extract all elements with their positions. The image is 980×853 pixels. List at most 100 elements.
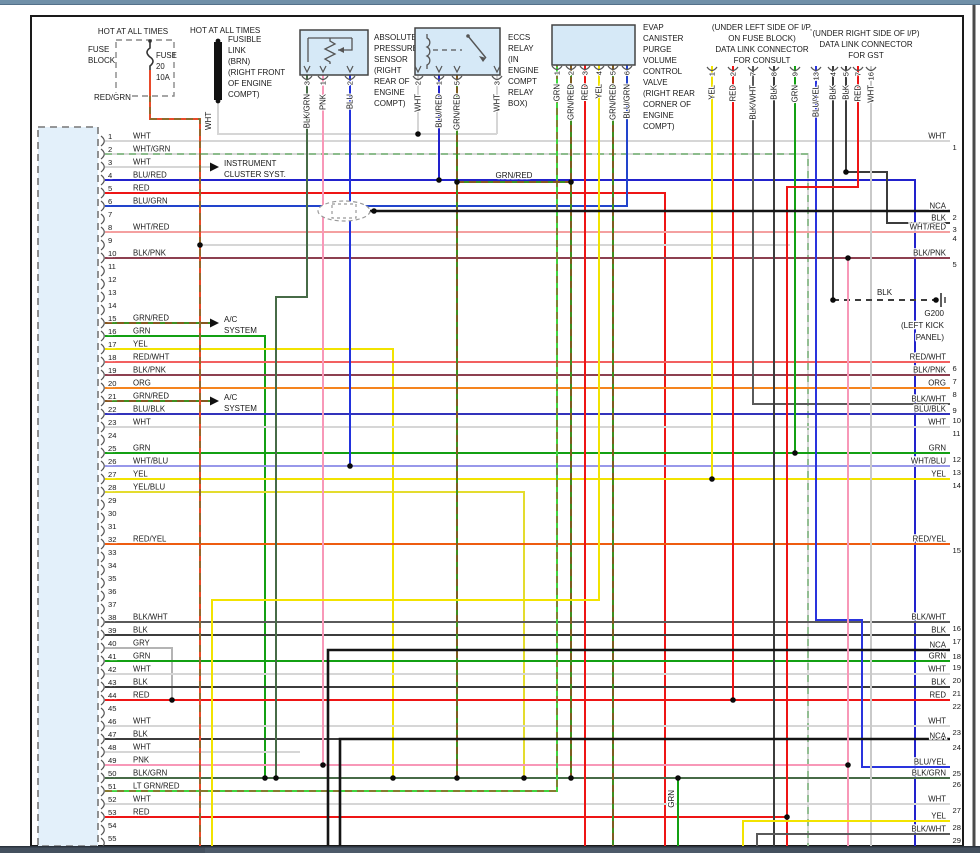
connector-pin-number: 5 (108, 184, 112, 193)
pin-wire-color-label: RED (581, 84, 590, 101)
exit-wire-color-label: NCA (930, 732, 947, 741)
connector-wire-color-label: RED (133, 808, 150, 817)
connector-pin-curl (100, 733, 105, 745)
dlc-gst-title: FOR GST (848, 51, 884, 60)
exit-wire-color-label: BLK/WHT (911, 613, 946, 622)
pin-wire-color-label: BLU/YEL (812, 84, 821, 117)
exit-number: 17 (953, 637, 961, 646)
pin-number: 4 (595, 71, 604, 75)
pressure-sensor-label: ENGINE (374, 88, 405, 97)
junction-dot (347, 463, 353, 469)
connector-wire-color-label: BLK (133, 678, 149, 687)
connector-pin-curl (100, 395, 105, 407)
connector-pin-curl (100, 460, 105, 472)
connector-pin-number: 36 (108, 587, 116, 596)
exit-number: 3 (953, 225, 957, 234)
pin-number: 1 (435, 81, 444, 85)
connector-pin-curl (100, 265, 105, 277)
fusible-link-title: HOT AT ALL TIMES (190, 26, 260, 35)
inline-wire-label: GRN/RED (496, 171, 533, 180)
window-bottom-bar (0, 846, 980, 853)
wire (105, 491, 525, 778)
junction-dot (521, 775, 527, 781)
evap-valve-label: CANISTER (643, 34, 684, 43)
pin-wire-color-label: WHT (867, 85, 876, 103)
shield-symbol (317, 200, 371, 222)
system-arrow-icon (210, 162, 219, 172)
connector-pin-curl (100, 486, 105, 498)
connector-pin-curl (100, 200, 105, 212)
connector-pin-number: 27 (108, 470, 116, 479)
connector-pin-number: 24 (108, 431, 116, 440)
connector-pin-number: 35 (108, 574, 116, 583)
connector-pin-curl (100, 330, 105, 342)
exit-wire-color-label: NCA (930, 202, 947, 211)
pin-number: 3 (493, 81, 502, 85)
connector-pin-number: 21 (108, 392, 116, 401)
pressure-sensor-label: SENSOR (374, 55, 408, 64)
connector-pin-number: 25 (108, 444, 116, 453)
pin-curl (593, 65, 605, 71)
fuse-icon (146, 41, 154, 70)
exit-number: 28 (953, 823, 961, 832)
exit-number: 23 (953, 728, 961, 737)
pin-number: 3 (303, 81, 312, 85)
pin-curl (789, 66, 801, 72)
exit-wire-color-label: BLK/GRN (912, 769, 946, 778)
connector-pin-number: 29 (108, 496, 116, 505)
connector-wire-color-label: GRN (133, 327, 150, 336)
pin-number: 5 (453, 81, 462, 85)
connector-pin-curl (100, 577, 105, 589)
connector-pin-curl (100, 772, 105, 784)
pin-curl (840, 66, 852, 72)
potentiometer-wiper-arrow (338, 47, 344, 53)
wire (756, 833, 950, 846)
fuse-block-side-label: FUSE (88, 45, 109, 54)
dlc-consult-title: FOR CONSULT (734, 56, 791, 65)
connector-wire-color-label: YEL (133, 340, 148, 349)
connector-pin-curl (100, 668, 105, 680)
connector-pin-curl (100, 720, 105, 732)
pin-curl (706, 66, 718, 72)
pin-number: 1 (319, 81, 328, 85)
connector-pin-number: 37 (108, 600, 116, 609)
exit-number: 27 (953, 806, 961, 815)
connector-pin-number: 38 (108, 613, 116, 622)
pin-curl (551, 65, 563, 71)
exit-wire-color-label: WHT (928, 665, 946, 674)
connector-body (37, 126, 99, 847)
exit-wire-color-label: GRN (929, 444, 946, 453)
exit-number: 18 (953, 652, 961, 661)
pin-curl (727, 66, 739, 72)
pin-wire-color-label: RED (854, 85, 863, 102)
pin-curl (491, 75, 503, 81)
top-components: ABSOLUTE PRESSURE SENSOR (RIGHT REAR OF ENGIN… (299, 22, 921, 132)
exit-number: 4 (953, 234, 957, 243)
wire (846, 171, 950, 224)
dlc-gst-title: (UNDER RIGHT SIDE OF I/P) (813, 29, 920, 38)
eccs-relay-label: RELAY (508, 44, 534, 53)
connector-pin-number: 45 (108, 704, 116, 713)
connector-wire-color-label: BLK/PNK (133, 366, 167, 375)
evap-valve-label: (RIGHT REAR (643, 89, 695, 98)
exit-number: 14 (953, 481, 961, 490)
connector-wire-color-label: BLU/GRN (133, 197, 168, 206)
pin-wire-color-label: WHT (493, 94, 502, 112)
connector-wire-color-label: BLK/GRN (133, 769, 167, 778)
pressure-sensor-label: COMPT) (374, 99, 406, 108)
pin-curl (607, 65, 619, 71)
pin-wire-color-label: GRN/RED (567, 84, 576, 120)
connector-wire-color-label: LT GRN/RED (133, 782, 180, 791)
connector-wire-color-label: RED/WHT (133, 353, 170, 362)
pin-wire-color-label: BLK/WHT (749, 85, 758, 120)
fusible-link-label: FUSIBLE (228, 35, 261, 44)
exit-number: 21 (953, 689, 961, 698)
system-arrow-label: CLUSTER SYST. (224, 170, 286, 179)
connector-pin-number: 7 (108, 210, 112, 219)
exit-wire-color-label: WHT (928, 795, 946, 804)
junction-dot (845, 762, 851, 768)
connector-pin-curl (100, 538, 105, 550)
connector-pin-number: 14 (108, 301, 116, 310)
pin-wire-color-label: WHT (414, 94, 423, 112)
